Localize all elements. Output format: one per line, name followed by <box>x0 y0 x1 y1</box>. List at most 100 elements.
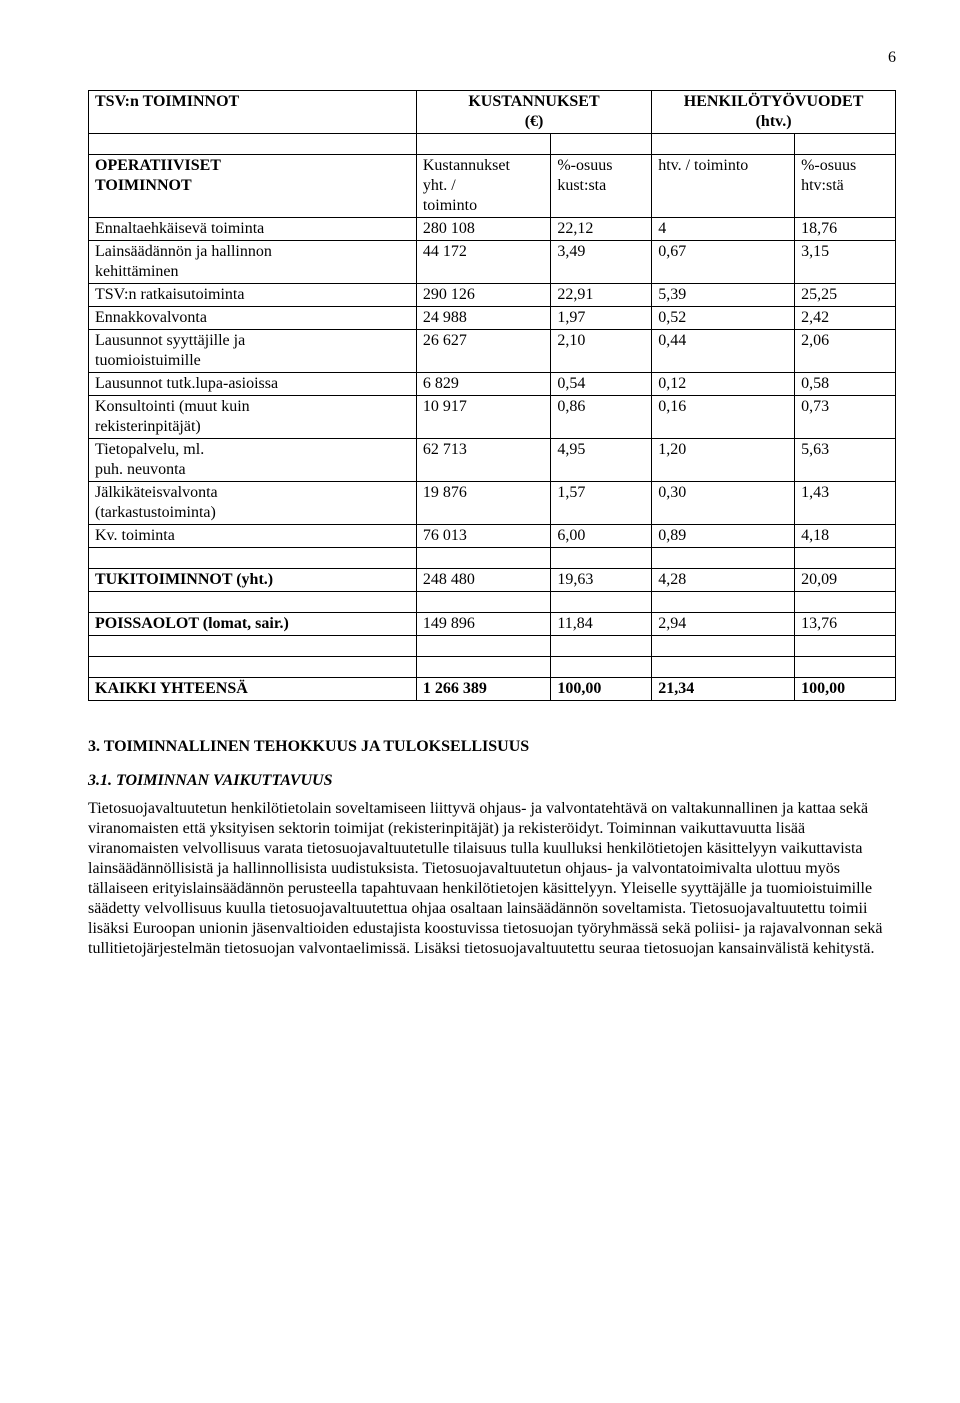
row-c4: 0,58 <box>795 373 896 396</box>
body-paragraph: Tietosuojavaltuutetun henkilötietolain s… <box>88 799 896 959</box>
subheader-col2-l1: %-osuus <box>557 157 612 174</box>
poissaolot-row: POISSAOLOT (lomat, sair.) 149 896 11,84 … <box>89 613 896 636</box>
row-c4: 2,06 <box>795 330 896 373</box>
row-label: POISSAOLOT (lomat, sair.) <box>89 613 417 636</box>
subheader-col2-l2: kust:sta <box>557 177 606 194</box>
row-c3: 1,20 <box>652 439 795 482</box>
row-c4: 100,00 <box>795 678 896 701</box>
table-row: Lainsäädännön ja hallinnon kehittäminen … <box>89 241 896 284</box>
row-c1: 26 627 <box>416 330 550 373</box>
row-c2: 1,97 <box>551 307 652 330</box>
spacer-row <box>89 548 896 569</box>
row-c3: 5,39 <box>652 284 795 307</box>
row-c2: 0,86 <box>551 396 652 439</box>
table-row: Konsultointi (muut kuin rekisterinpitäjä… <box>89 396 896 439</box>
row-c4: 13,76 <box>795 613 896 636</box>
subheader-col4-l1: %-osuus <box>801 157 856 174</box>
row-label: Ennakkovalvonta <box>89 307 417 330</box>
header-col12: KUSTANNUKSET (€) <box>416 91 651 134</box>
row-c1: 76 013 <box>416 525 550 548</box>
row-c2: 0,54 <box>551 373 652 396</box>
row-c3: 0,67 <box>652 241 795 284</box>
row-c1: 1 266 389 <box>416 678 550 701</box>
row-c2: 19,63 <box>551 569 652 592</box>
row-c3: 0,30 <box>652 482 795 525</box>
header-col12-l1: KUSTANNUKSET <box>468 93 599 110</box>
subheader-col0: OPERATIIVISET TOIMINNOT <box>89 155 417 218</box>
row-c3: 0,44 <box>652 330 795 373</box>
row-c2: 22,12 <box>551 218 652 241</box>
tukitoiminnot-row: TUKITOIMINNOT (yht.) 248 480 19,63 4,28 … <box>89 569 896 592</box>
table-row: Lausunnot tutk.lupa-asioissa 6 829 0,54 … <box>89 373 896 396</box>
row-c3: 2,94 <box>652 613 795 636</box>
row-c4: 3,15 <box>795 241 896 284</box>
row-c1: 248 480 <box>416 569 550 592</box>
table-header-row: TSV:n TOIMINNOT KUSTANNUKSET (€) HENKILÖ… <box>89 91 896 134</box>
subheader-col1: Kustannukset yht. / toiminto <box>416 155 550 218</box>
row-c1: 290 126 <box>416 284 550 307</box>
row-c4: 0,73 <box>795 396 896 439</box>
subheader-col1-l2: yht. / <box>423 177 456 194</box>
spacer-row <box>89 592 896 613</box>
row-label: Ennaltaehkäisevä toiminta <box>89 218 417 241</box>
row-label: KAIKKI YHTEENSÄ <box>89 678 417 701</box>
header-col34-l1: HENKILÖTYÖVUODET <box>684 93 864 110</box>
table-row: Tietopalvelu, ml. puh. neuvonta 62 713 4… <box>89 439 896 482</box>
row-c4: 5,63 <box>795 439 896 482</box>
section-3-1-heading: 3.1. TOIMINNAN VAIKUTTAVUUS <box>88 771 896 791</box>
table-row: Jälkikäteisvalvonta (tarkastustoiminta) … <box>89 482 896 525</box>
row-c2: 11,84 <box>551 613 652 636</box>
row-c1: 280 108 <box>416 218 550 241</box>
row-label: Lausunnot syyttäjille ja tuomioistuimill… <box>89 330 417 373</box>
row-c3: 0,12 <box>652 373 795 396</box>
row-c1: 19 876 <box>416 482 550 525</box>
row-c3: 0,16 <box>652 396 795 439</box>
subheader-col4-l2: htv:stä <box>801 177 844 194</box>
header-col34: HENKILÖTYÖVUODET (htv.) <box>652 91 896 134</box>
row-c4: 1,43 <box>795 482 896 525</box>
row-label: Kv. toiminta <box>89 525 417 548</box>
row-label: Konsultointi (muut kuin rekisterinpitäjä… <box>89 396 417 439</box>
row-c2: 22,91 <box>551 284 652 307</box>
table-row: Ennakkovalvonta 24 988 1,97 0,52 2,42 <box>89 307 896 330</box>
row-c4: 4,18 <box>795 525 896 548</box>
table-row: Lausunnot syyttäjille ja tuomioistuimill… <box>89 330 896 373</box>
row-c3: 0,89 <box>652 525 795 548</box>
table-row: Kv. toiminta 76 013 6,00 0,89 4,18 <box>89 525 896 548</box>
row-c2: 4,95 <box>551 439 652 482</box>
subheader-col2: %-osuus kust:sta <box>551 155 652 218</box>
subheader-col0-l2: TOIMINNOT <box>95 177 192 194</box>
row-c3: 4 <box>652 218 795 241</box>
spacer-row <box>89 636 896 657</box>
row-c2: 3,49 <box>551 241 652 284</box>
row-c3: 0,52 <box>652 307 795 330</box>
table-row: Ennaltaehkäisevä toiminta 280 108 22,12 … <box>89 218 896 241</box>
row-c4: 20,09 <box>795 569 896 592</box>
row-c4: 25,25 <box>795 284 896 307</box>
page-number: 6 <box>88 48 896 68</box>
header-col0: TSV:n TOIMINNOT <box>89 91 417 134</box>
row-label: TSV:n ratkaisutoiminta <box>89 284 417 307</box>
subheader-col1-l3: toiminto <box>423 197 477 214</box>
row-c2: 6,00 <box>551 525 652 548</box>
header-col34-l2: (htv.) <box>756 113 792 130</box>
row-c3: 4,28 <box>652 569 795 592</box>
subheader-col0-l1: OPERATIIVISET <box>95 157 221 174</box>
subheader-col3: htv. / toiminto <box>652 155 795 218</box>
row-c1: 24 988 <box>416 307 550 330</box>
subheader-col4: %-osuus htv:stä <box>795 155 896 218</box>
spacer-row <box>89 657 896 678</box>
header-col12-l2: (€) <box>525 113 544 130</box>
spacer-row <box>89 134 896 155</box>
kaikki-yhteensa-row: KAIKKI YHTEENSÄ 1 266 389 100,00 21,34 1… <box>89 678 896 701</box>
cost-table: TSV:n TOIMINNOT KUSTANNUKSET (€) HENKILÖ… <box>88 90 896 701</box>
row-c1: 10 917 <box>416 396 550 439</box>
row-c3: 21,34 <box>652 678 795 701</box>
row-c4: 18,76 <box>795 218 896 241</box>
row-c2: 2,10 <box>551 330 652 373</box>
row-c2: 1,57 <box>551 482 652 525</box>
row-label: Jälkikäteisvalvonta (tarkastustoiminta) <box>89 482 417 525</box>
subheader-col1-l1: Kustannukset <box>423 157 510 174</box>
row-c1: 44 172 <box>416 241 550 284</box>
row-c1: 62 713 <box>416 439 550 482</box>
